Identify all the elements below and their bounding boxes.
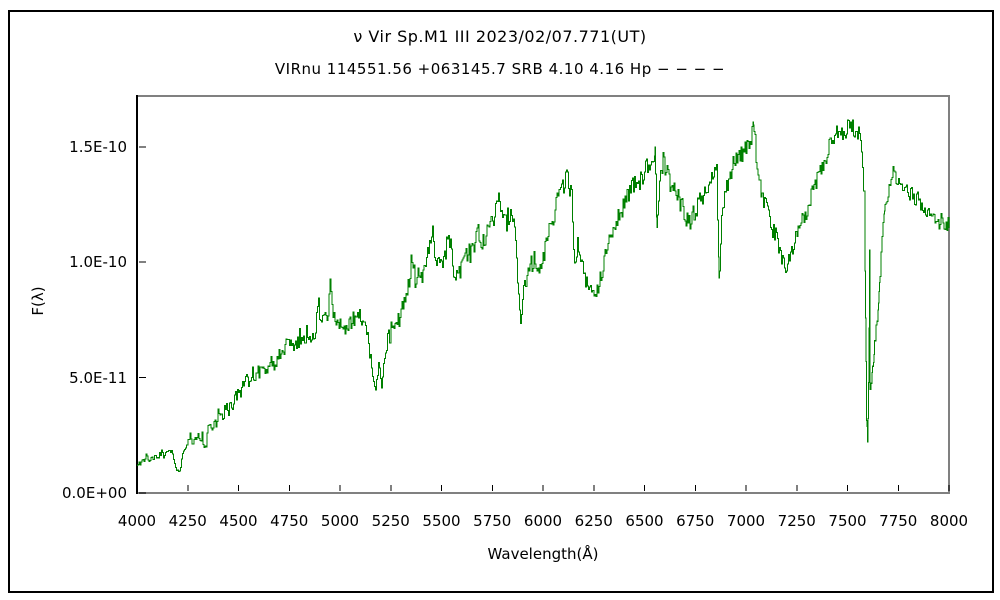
x-tick-label: 7500 (828, 512, 867, 530)
chart-subtitle: VIRnu 114551.56 +063145.7 SRB 4.10 4.16 … (274, 60, 726, 78)
x-tick-label: 4500 (219, 512, 258, 530)
y-tick-label: 5.0E-11 (69, 368, 127, 387)
y-tick-label: 1.5E-10 (69, 137, 127, 156)
y-tick-label: 1.0E-10 (69, 253, 127, 272)
x-tick-label: 4750 (270, 512, 309, 530)
x-tick-label: 6250 (574, 512, 613, 530)
y-tick-label: 0.0E+00 (62, 484, 127, 502)
x-tick-label: 4250 (168, 512, 207, 530)
spectrum-line (137, 119, 950, 472)
y-axis-label: F(λ) (29, 286, 47, 316)
x-tick-label: 6500 (625, 512, 664, 530)
x-tick-label: 8000 (929, 512, 969, 530)
chart-title: ν Vir Sp.M1 III 2023/02/07.771(UT) (353, 27, 647, 46)
window-border (8, 10, 994, 593)
x-tick-label: 7750 (879, 512, 918, 530)
x-tick-label: 5000 (320, 512, 360, 530)
x-tick-label: 5500 (422, 512, 461, 530)
x-tick-label: 6750 (676, 512, 715, 530)
x-tick-label: 7000 (726, 512, 766, 530)
x-tick-label: 4000 (117, 512, 157, 530)
x-axis-label: Wavelength(Å) (487, 545, 599, 563)
x-tick-label: 5750 (473, 512, 512, 530)
x-tick-label: 7250 (777, 512, 816, 530)
x-tick-label: 5250 (371, 512, 410, 530)
x-tick-label: 6000 (523, 512, 563, 530)
